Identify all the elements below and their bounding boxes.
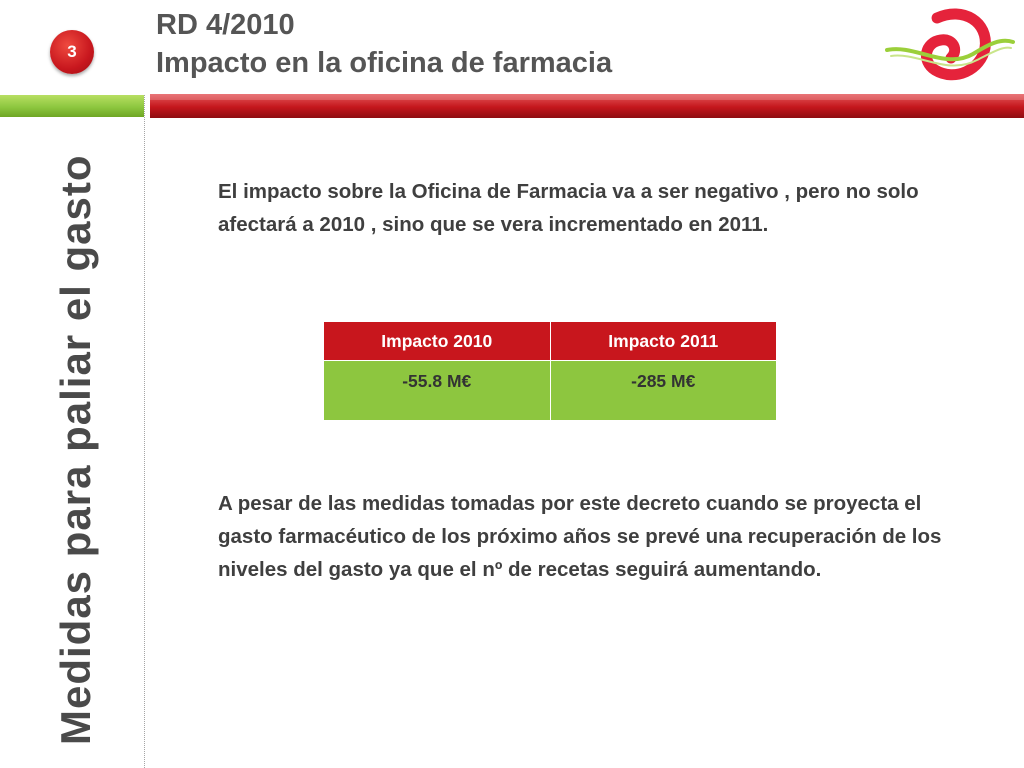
header-impacto-2010: Impacto 2010 bbox=[323, 321, 551, 361]
swirl-logo-icon bbox=[885, 8, 1015, 81]
header-impacto-2011: Impacto 2011 bbox=[549, 321, 777, 361]
green-accent-bar bbox=[0, 95, 144, 117]
vertical-divider bbox=[144, 95, 145, 768]
table-header-row: Impacto 2010 Impacto 2011 bbox=[323, 321, 777, 361]
slide-number: 3 bbox=[67, 42, 77, 61]
table-row: -55.8 M€ -285 M€ bbox=[323, 360, 777, 421]
side-title: Medidas para paliar el gasto bbox=[52, 154, 99, 745]
value-impacto-2011: -285 M€ bbox=[549, 360, 777, 421]
title-line-2: Impacto en la oficina de farmacia bbox=[156, 47, 613, 79]
impact-table: Impacto 2010 Impacto 2011 -55.8 M€ -285 … bbox=[323, 321, 777, 421]
page-title: RD 4/2010 Impacto en la oficina de farma… bbox=[156, 6, 612, 82]
title-line-1: RD 4/2010 bbox=[156, 9, 295, 41]
intro-paragraph: El impacto sobre la Oficina de Farmacia … bbox=[218, 180, 919, 236]
slide-number-badge: 3 bbox=[50, 30, 94, 74]
conclusion-paragraph: A pesar de las medidas tomadas por este … bbox=[218, 492, 942, 581]
red-accent-bar bbox=[150, 94, 1024, 118]
value-impacto-2010: -55.8 M€ bbox=[323, 360, 551, 421]
